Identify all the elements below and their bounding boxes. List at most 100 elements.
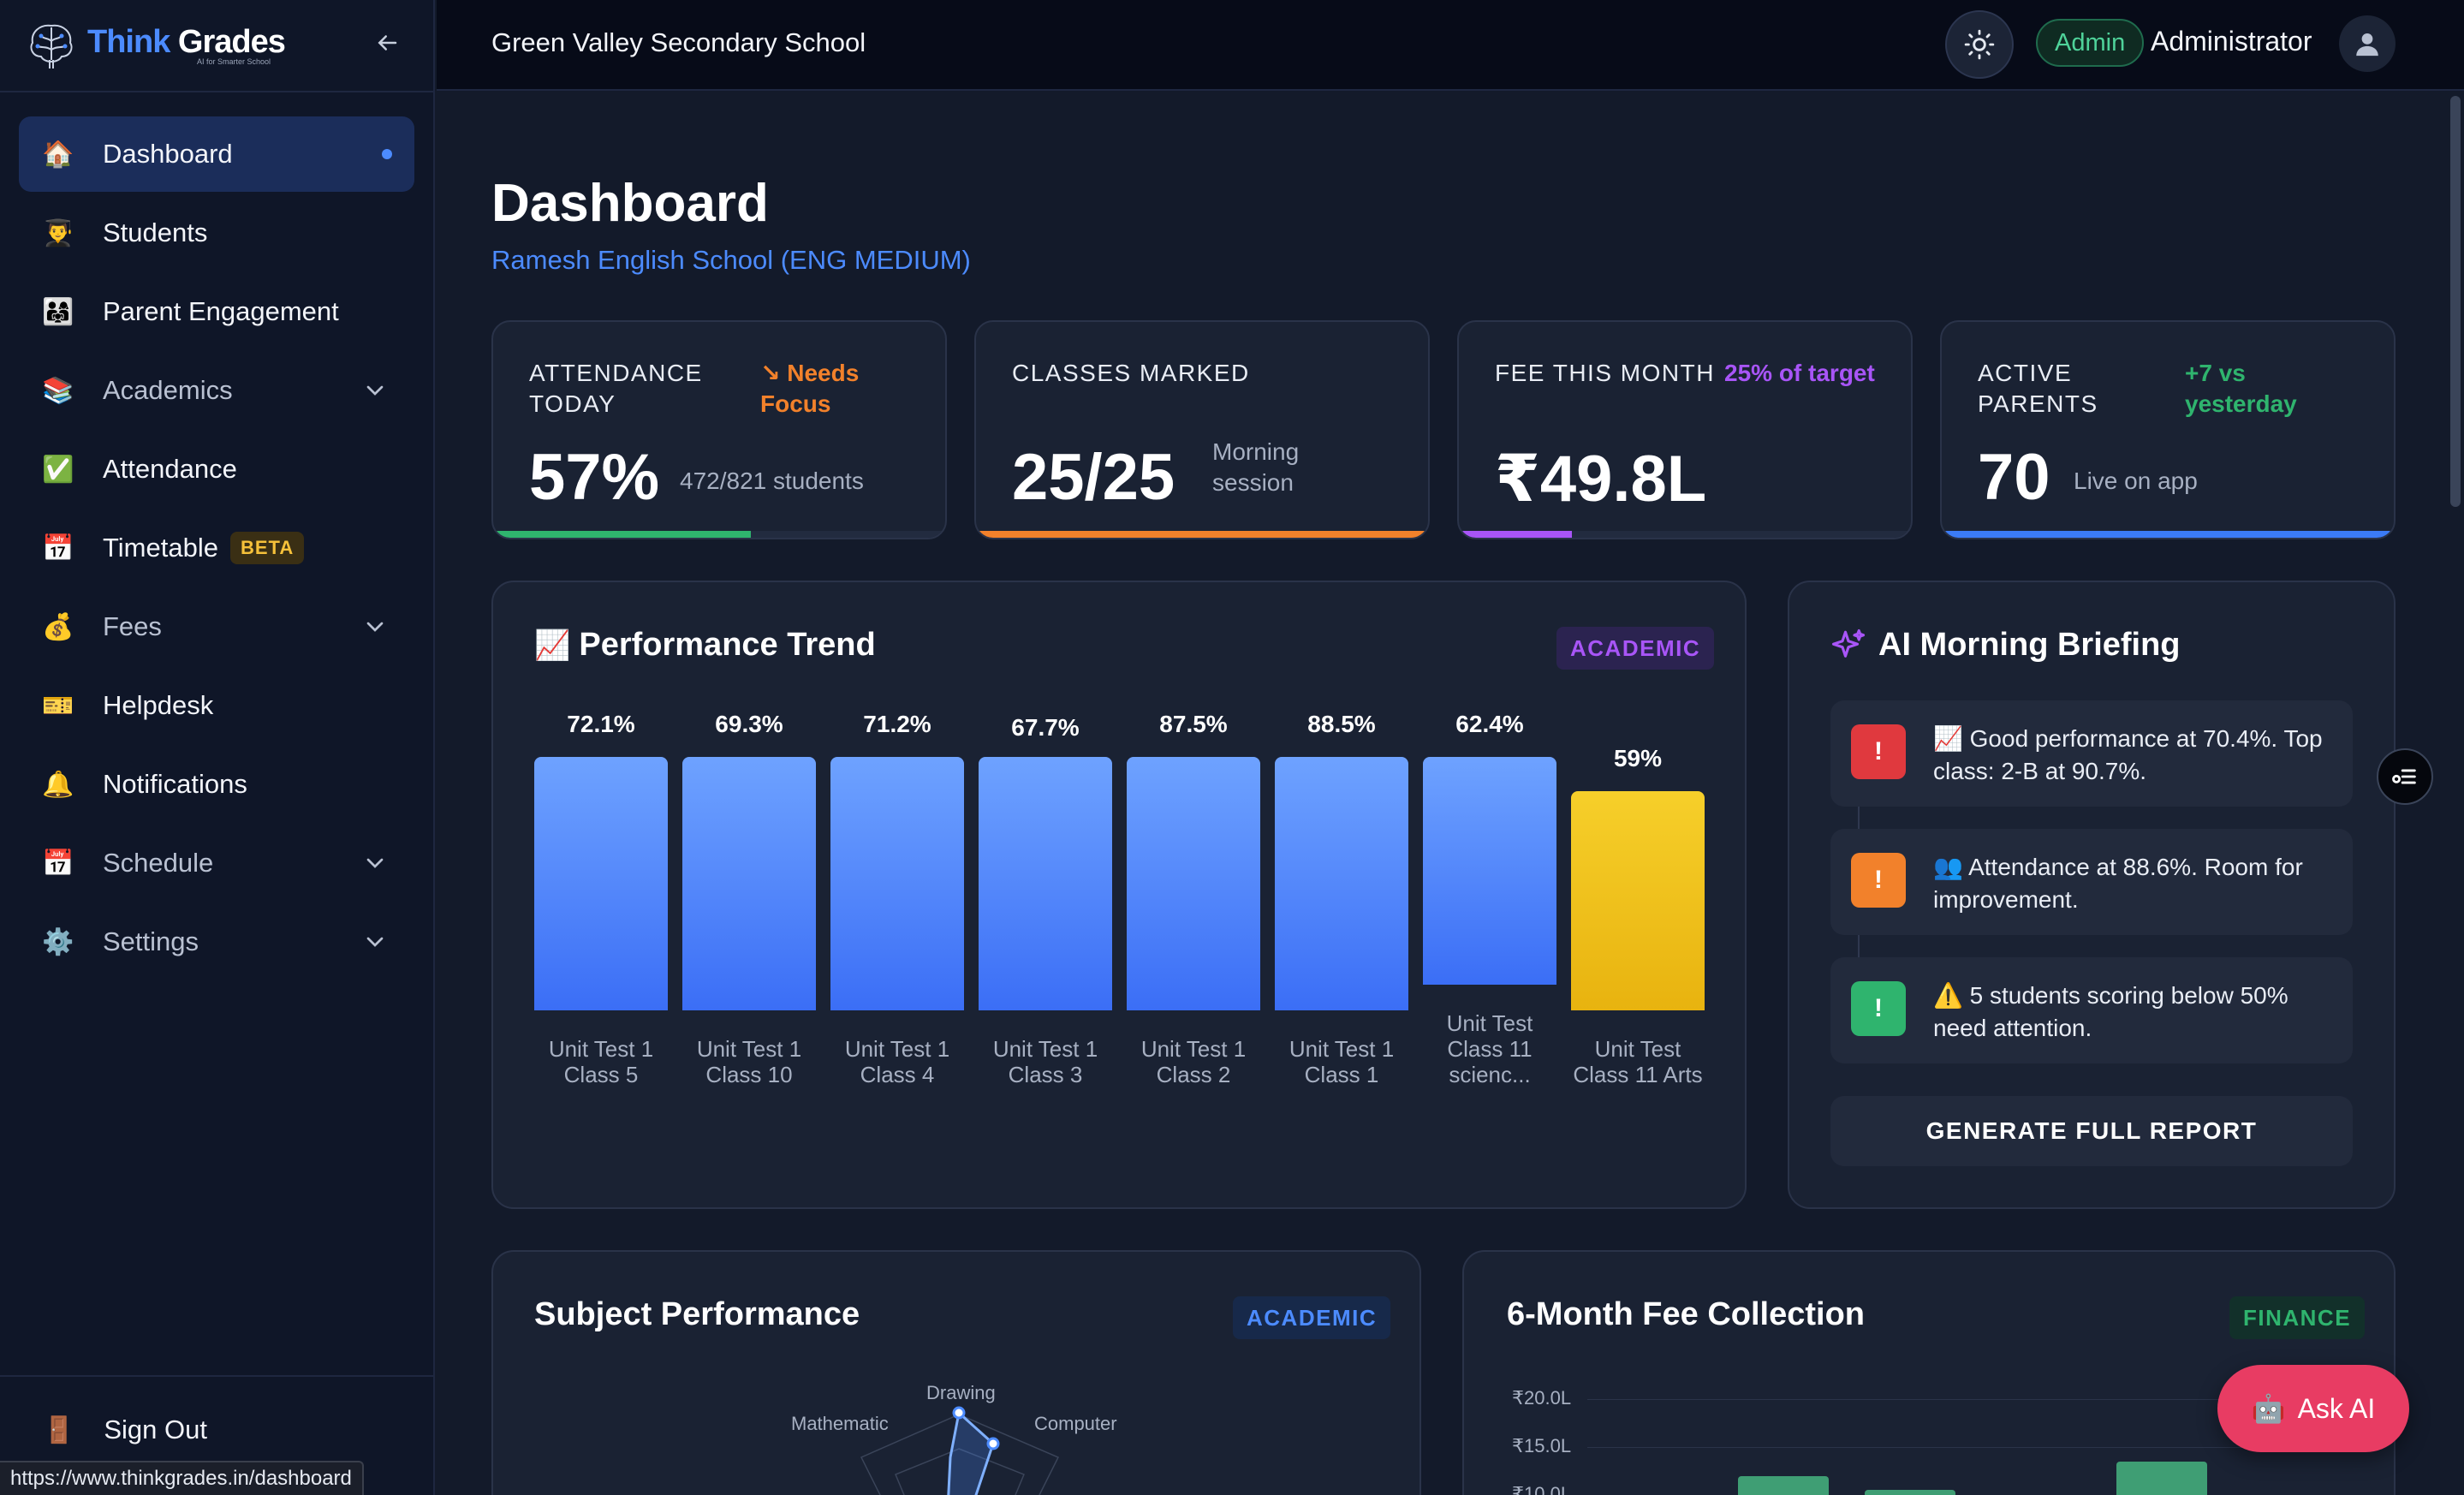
subject-performance-panel: Subject Performance ACADEMIC Drawing Com… [491,1250,1421,1495]
sign-out-button[interactable]: 🚪 Sign Out [43,1415,207,1445]
fee-bar[interactable] [1865,1490,1955,1495]
bar[interactable] [682,757,816,1010]
brand-name-grades: Grades [177,23,286,60]
performance-trend-panel: 📈 Performance Trend ACADEMIC 72.1% Unit T… [491,581,1747,1209]
fee-collection-panel: 6-Month Fee Collection FINANCE ₹20.0L ₹1… [1462,1250,2396,1495]
toggle-list-icon [2392,769,2416,784]
ask-ai-button[interactable]: 🤖 Ask AI [2217,1365,2409,1452]
chevron-down-icon [366,858,384,868]
gear-icon: ⚙️ [42,927,74,956]
bar[interactable] [1127,757,1260,1010]
briefing-item[interactable]: ! ⚠️ 5 students scoring below 50% need a… [1830,957,2353,1063]
fee-bar[interactable] [1738,1475,1829,1495]
theme-toggle-button[interactable] [1945,10,2014,79]
stat-label: CLASSES MARKED [1012,360,1250,386]
subject-performance-title: Subject Performance [534,1296,860,1332]
ai-briefing-title: AI Morning Briefing [1830,627,2181,664]
sidebar-item-helpdesk[interactable]: 🎫 Helpdesk [19,668,414,743]
bar-value-label: 69.3% [715,711,783,737]
sidebar-item-settings[interactable]: ⚙️ Settings [19,904,414,980]
avatar[interactable] [2339,15,2396,72]
bar-value-label: 88.5% [1307,711,1376,737]
briefing-text: ⚠️ 5 students scoring below 50% need att… [1933,982,2288,1041]
stat-note: Live on app [2074,468,2198,494]
stat-tag: +7 vs yesterday [2185,360,2297,417]
bar[interactable] [979,757,1112,1010]
sign-out-label: Sign Out [104,1415,207,1444]
x-tick-label: Unit Test Class 11 Arts [1565,1036,1711,1087]
floating-panel-toggle[interactable] [2377,748,2433,805]
sidebar-item-label: Students [103,217,208,247]
sidebar-item-label: Dashboard [103,139,233,169]
brand-tagline: AI for Smarter School [197,57,271,66]
alert-icon: ! [1851,853,1906,908]
alert-icon: ! [1851,724,1906,779]
x-tick-label-line: Unit Test 1 [1289,1036,1395,1062]
bar[interactable] [534,757,668,1010]
scrollbar-thumb[interactable] [2450,96,2461,507]
bell-icon: 🔔 [42,770,74,799]
bar[interactable] [1275,757,1408,1010]
sidebar-item-attendance[interactable]: ✅ Attendance [19,432,414,507]
bar[interactable] [1423,757,1556,985]
bar[interactable] [830,757,964,1010]
stat-progress-track [1459,531,1911,538]
sidebar-item-label: Helpdesk [103,690,214,720]
brain-logo-icon [30,24,73,68]
stat-card-active-parents[interactable]: ACTIVE PARENTS +7 vs yesterday 70 Live o… [1940,320,2396,539]
bar[interactable] [1571,791,1705,1010]
x-tick-label: Unit Test 1 Class 5 [528,1036,674,1087]
sidebar-nav: 🏠 Dashboard 👨‍🎓 Students 👨‍👩‍👧 Parent Engagem… [19,116,414,983]
subject-radar-chart [860,1406,1060,1495]
x-tick-label-line: Class 5 [563,1062,639,1087]
chevron-down-icon [366,622,384,632]
generate-full-report-button[interactable]: GENERATE FULL REPORT [1830,1096,2353,1166]
family-icon: 👨‍👩‍👧 [42,297,74,326]
sidebar-item-label: Notifications [103,769,247,799]
stat-value: ₹49.8L [1495,443,1707,515]
bar-value-label: 59% [1613,745,1663,771]
briefing-item[interactable]: ! 📈 Good performance at 70.4%. Top class… [1830,700,2353,807]
sidebar-item-students[interactable]: 👨‍🎓 Students [19,195,414,271]
stat-value: 70 [1978,441,2050,514]
school-name: Green Valley Secondary School [491,27,866,57]
stat-card-fee-this-month[interactable]: FEE THIS MONTH 25% of target ₹49.8L [1457,320,1913,539]
sidebar-item-timetable[interactable]: 📅 Timetable BETA [19,510,414,586]
sidebar-item-schedule[interactable]: 📅 Schedule [19,825,414,901]
fee-bar[interactable] [2116,1461,2207,1495]
arrow-left-icon [378,35,397,51]
stat-value: 57% [529,441,660,514]
bar-value-label: 62.4% [1455,711,1524,737]
sidebar-item-label: Attendance [103,454,237,484]
ticket-icon: 🎫 [42,691,74,720]
collapse-sidebar-button[interactable] [368,24,406,62]
money-bag-icon: 💰 [42,612,74,641]
x-tick-label-line: Unit Test 1 [992,1036,1098,1062]
x-tick-label-line: Unit Test 1 [696,1036,802,1062]
stat-card-attendance-today[interactable]: ATTENDANCE TODAY ↘ Needs Focus 57% 472/8… [491,320,947,539]
x-tick-label-line: scienc... [1449,1062,1531,1087]
x-tick-label-line: Class 2 [1156,1062,1231,1087]
brand-logo[interactable]: Think Grades AI for Smarter School [24,14,286,75]
sidebar-item-academics[interactable]: 📚 Academics [19,353,414,428]
x-tick-label: Unit Test 1 Class 10 [676,1036,822,1087]
academic-badge: ACADEMIC [1556,627,1715,670]
x-tick-label: Unit Test 1 Class 2 [1121,1036,1266,1087]
sidebar-item-dashboard[interactable]: 🏠 Dashboard [19,116,414,192]
user-icon [2356,33,2378,57]
sun-icon [1964,29,1995,60]
radar-axis-label: Mathematic [791,1413,889,1434]
calendar-icon: 📅 [42,849,74,878]
sidebar-item-notifications[interactable]: 🔔 Notifications [19,747,414,822]
sidebar-item-parent-engagement[interactable]: 👨‍👩‍👧 Parent Engagement [19,274,414,349]
sidebar-item-fees[interactable]: 💰 Fees [19,589,414,664]
stat-label: ATTENDANCE TODAY [529,360,703,417]
briefing-item[interactable]: ! 👥 Attendance at 88.6%. Room for improv… [1830,829,2353,935]
y-tick-label: ₹20.0L [1512,1387,1572,1409]
stat-value: 25/25 [1012,441,1175,514]
x-tick-label: Unit Test Class 11 scienc... [1417,1010,1562,1087]
stat-tag: ↘ Needs Focus [760,360,860,417]
stat-progress-bar [1942,531,2394,538]
stat-card-classes-marked[interactable]: CLASSES MARKED 25/25 Morning session [974,320,1430,539]
finance-badge: FINANCE [2229,1296,2366,1339]
